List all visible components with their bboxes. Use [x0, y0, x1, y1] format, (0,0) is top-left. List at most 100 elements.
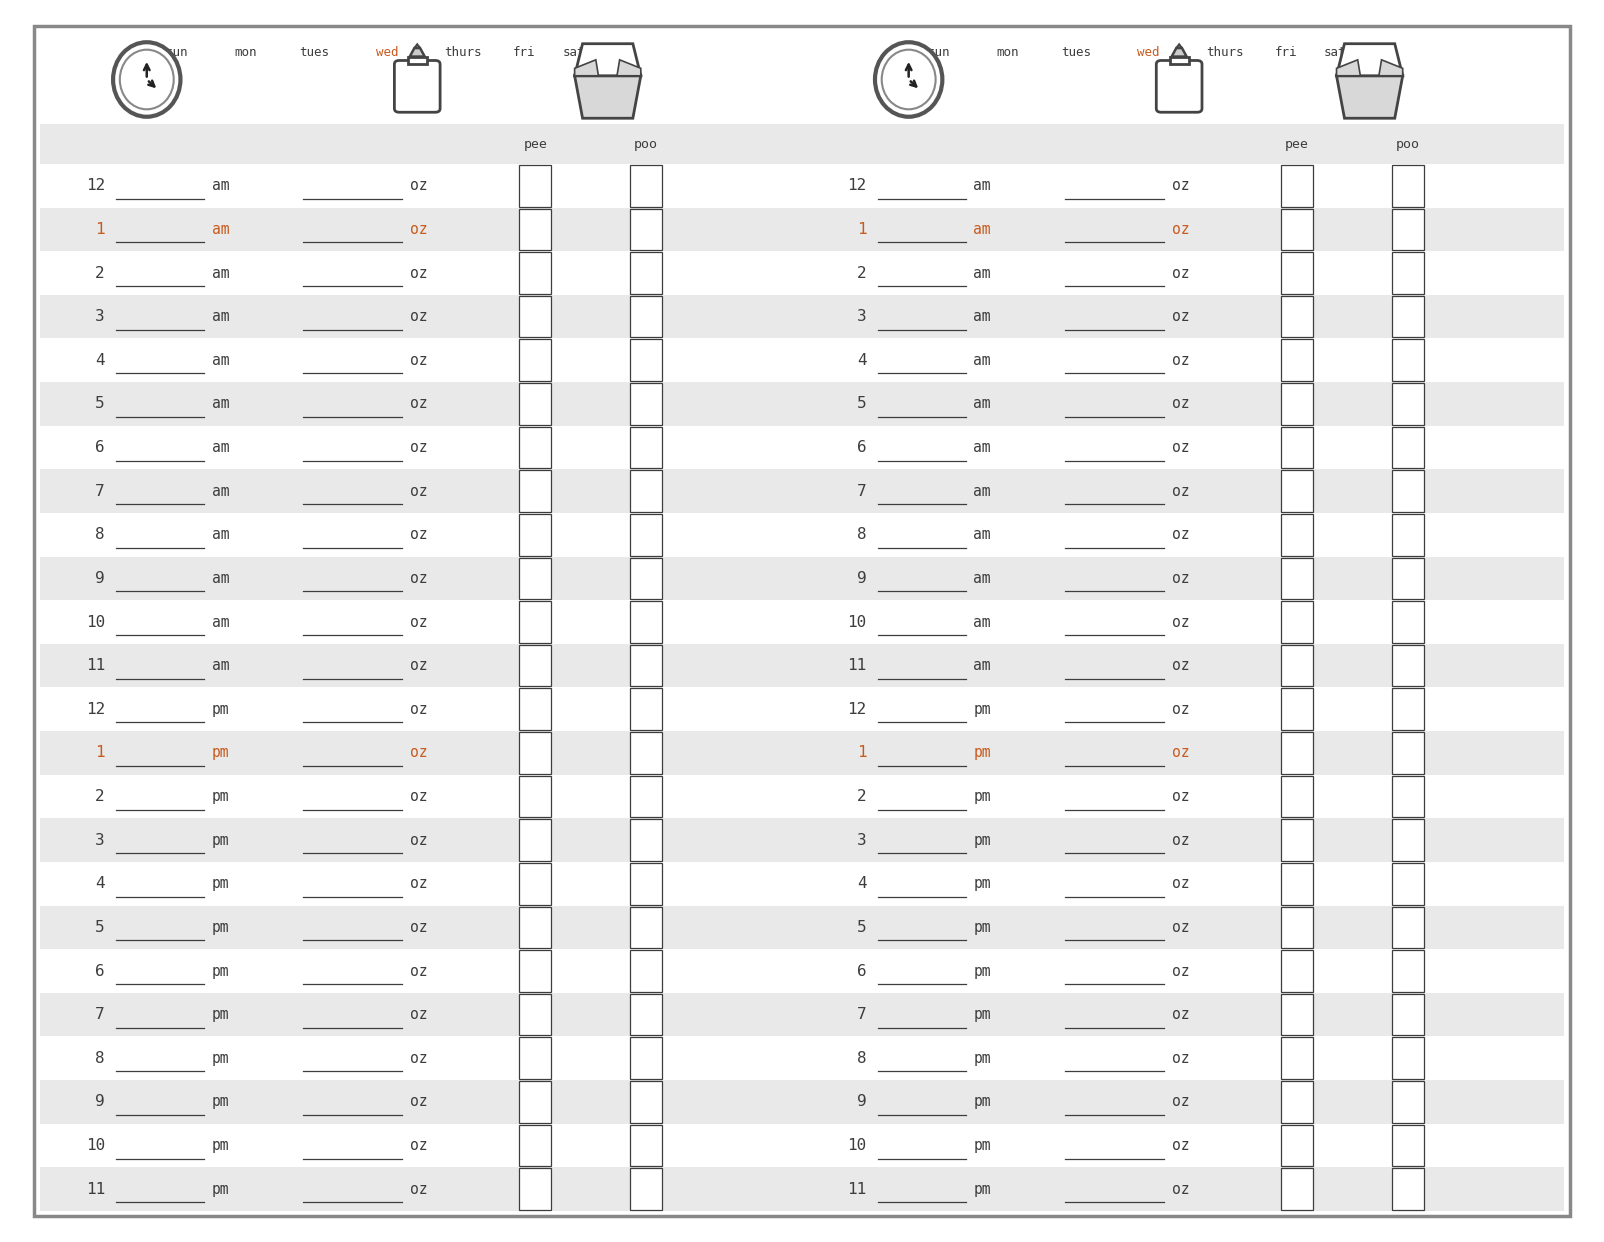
Text: 5: 5 [857, 920, 866, 935]
Text: oz: oz [1171, 615, 1189, 630]
Bar [40, 124, 802, 164]
Text: poo: poo [634, 138, 658, 150]
Polygon shape [1336, 43, 1402, 76]
Bar [1282, 558, 1314, 599]
Text: oz: oz [409, 309, 427, 324]
Bar [1392, 1169, 1424, 1210]
Text: tues: tues [300, 46, 329, 58]
Text: oz: oz [1171, 309, 1189, 324]
Text: 1: 1 [95, 222, 104, 237]
Bar [1282, 863, 1314, 904]
Bar [1282, 1081, 1314, 1123]
Bar [1282, 994, 1314, 1036]
Bar [630, 645, 662, 687]
Text: oz: oz [409, 1051, 427, 1066]
Bar [520, 907, 552, 948]
Bar [1392, 1037, 1424, 1079]
Text: 12: 12 [85, 179, 104, 194]
Polygon shape [574, 43, 640, 76]
Bar [630, 427, 662, 468]
Bar [630, 514, 662, 555]
Text: 7: 7 [857, 483, 866, 498]
Bar [1169, 57, 1189, 65]
Text: am: am [212, 615, 229, 630]
Text: mon: mon [996, 46, 1019, 58]
Text: am: am [974, 528, 991, 543]
Bar [1392, 252, 1424, 294]
Text: oz: oz [409, 440, 427, 455]
Text: sat: sat [1323, 46, 1347, 58]
Bar [520, 645, 552, 687]
Text: pm: pm [974, 920, 991, 935]
Text: 5: 5 [95, 396, 104, 411]
Bar [520, 1037, 552, 1079]
Bar [520, 1125, 552, 1166]
Bar [1392, 209, 1424, 250]
Text: 7: 7 [95, 1007, 104, 1022]
Text: fri: fri [513, 46, 536, 58]
Text: oz: oz [1171, 745, 1189, 760]
Bar [407, 57, 427, 65]
Ellipse shape [882, 50, 935, 109]
Text: 5: 5 [95, 920, 104, 935]
Bar [630, 296, 662, 338]
Bar [630, 252, 662, 294]
Bar [520, 776, 552, 817]
Text: am: am [974, 179, 991, 194]
Text: sun: sun [927, 46, 951, 58]
Text: wed: wed [1137, 46, 1160, 58]
Bar [40, 1081, 802, 1124]
Text: pm: pm [212, 832, 229, 847]
Text: am: am [974, 396, 991, 411]
Text: oz: oz [409, 832, 427, 847]
Bar [1392, 732, 1424, 774]
Bar [520, 863, 552, 904]
Text: am: am [974, 266, 991, 281]
Text: pm: pm [212, 920, 229, 935]
FancyBboxPatch shape [1156, 61, 1201, 112]
Bar [630, 165, 662, 206]
Text: oz: oz [1171, 964, 1189, 979]
Bar [1392, 514, 1424, 555]
Text: oz: oz [1171, 877, 1189, 892]
Bar [520, 732, 552, 774]
Ellipse shape [120, 50, 173, 109]
Bar [802, 383, 1564, 426]
Text: am: am [212, 266, 229, 281]
Bar [802, 207, 1564, 251]
Text: 11: 11 [85, 1181, 104, 1196]
Text: oz: oz [1171, 832, 1189, 847]
Bar [520, 296, 552, 338]
Text: oz: oz [1171, 1138, 1189, 1153]
Ellipse shape [876, 42, 943, 117]
Text: 1: 1 [95, 745, 104, 760]
Bar [1282, 907, 1314, 948]
Text: am: am [212, 571, 229, 586]
Polygon shape [1379, 60, 1402, 76]
Bar [520, 471, 552, 512]
Bar [1392, 950, 1424, 992]
Text: oz: oz [1171, 658, 1189, 673]
Bar [1392, 820, 1424, 861]
Text: oz: oz [409, 1094, 427, 1109]
Text: pm: pm [974, 964, 991, 979]
Text: pm: pm [212, 702, 229, 717]
Text: oz: oz [409, 702, 427, 717]
Bar [1392, 383, 1424, 425]
Text: am: am [212, 483, 229, 498]
Text: tues: tues [1062, 46, 1091, 58]
Bar [1392, 339, 1424, 381]
Bar [1282, 820, 1314, 861]
Text: am: am [212, 309, 229, 324]
Text: 4: 4 [857, 353, 866, 368]
Bar [630, 950, 662, 992]
Text: 8: 8 [857, 528, 866, 543]
Bar [520, 1169, 552, 1210]
Bar [520, 1081, 552, 1123]
Text: oz: oz [409, 615, 427, 630]
Text: am: am [974, 309, 991, 324]
Text: oz: oz [1171, 1181, 1189, 1196]
Bar [1282, 471, 1314, 512]
Text: oz: oz [409, 396, 427, 411]
Text: wed: wed [375, 46, 398, 58]
